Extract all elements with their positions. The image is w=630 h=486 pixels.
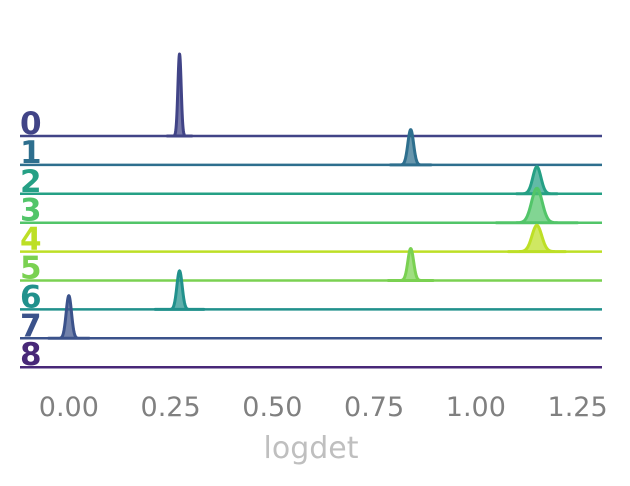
row-label-2: 2 (20, 164, 42, 200)
x-tick-label: 0.75 (344, 392, 404, 423)
x-axis-ticks: 0.00 0.25 0.50 0.75 1.00 1.25 (39, 392, 608, 423)
x-tick-label: 0.00 (39, 392, 99, 423)
density-peak-1-0 (388, 128, 433, 167)
density-peak-4-0 (506, 223, 567, 254)
ridges-layer (20, 52, 602, 369)
row-label-8: 8 (20, 337, 42, 373)
density-peak-2-0 (515, 165, 559, 196)
row-label-3: 3 (20, 193, 42, 229)
row-label-4: 4 (20, 222, 42, 258)
density-peak-7-0 (46, 294, 91, 340)
x-tick-label: 1.25 (548, 392, 608, 423)
x-tick-label: 0.25 (141, 392, 201, 423)
density-peak-6-0 (153, 269, 206, 311)
density-peak-3-0 (494, 186, 580, 225)
x-axis-title: logdet (264, 431, 359, 466)
row-label-6: 6 (20, 279, 42, 315)
row-label-5: 5 (20, 251, 42, 287)
density-peak-0-0 (165, 52, 194, 138)
density-peak-5-0 (386, 247, 435, 282)
row-label-0: 0 (20, 106, 42, 142)
row-label-7: 7 (20, 308, 42, 344)
row-label-1: 1 (20, 135, 42, 171)
x-tick-label: 1.00 (446, 392, 506, 423)
x-tick-label: 0.50 (242, 392, 302, 423)
